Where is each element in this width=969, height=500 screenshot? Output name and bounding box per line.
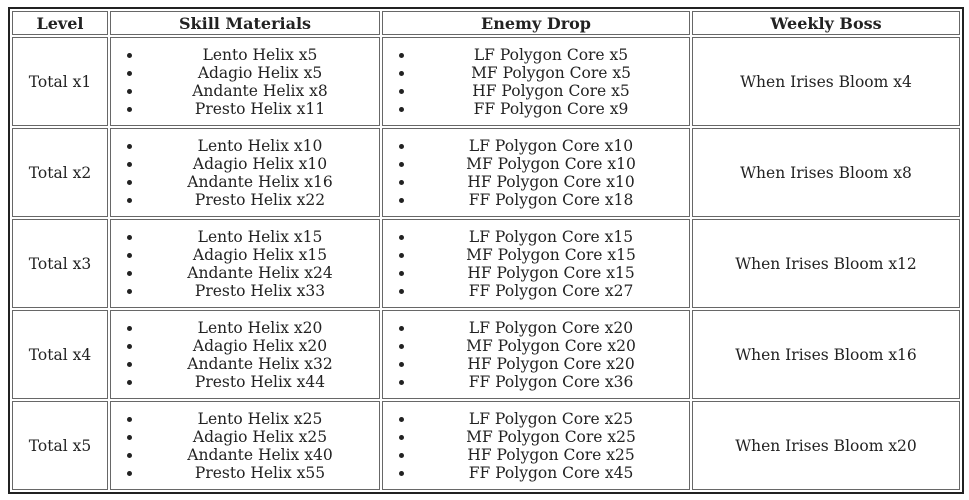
level-materials-table: Level Skill Materials Enemy Drop Weekly … bbox=[8, 7, 964, 494]
table-row: Total x2 Lento Helix x10 Adagio Helix x1… bbox=[12, 128, 960, 217]
skill-materials-cell: Lento Helix x15 Adagio Helix x15 Andante… bbox=[110, 219, 380, 308]
list-item: FF Polygon Core x45 bbox=[415, 464, 687, 482]
list-item: Presto Helix x11 bbox=[143, 100, 377, 118]
list-item: MF Polygon Core x10 bbox=[415, 155, 687, 173]
list-item: FF Polygon Core x18 bbox=[415, 191, 687, 209]
weekly-boss-cell: When Irises Bloom x12 bbox=[692, 219, 960, 308]
list-item: HF Polygon Core x25 bbox=[415, 446, 687, 464]
list-item: MF Polygon Core x15 bbox=[415, 246, 687, 264]
list-item: HF Polygon Core x15 bbox=[415, 264, 687, 282]
list-item: MF Polygon Core x25 bbox=[415, 428, 687, 446]
list-item: LF Polygon Core x15 bbox=[415, 228, 687, 246]
skill-materials-list: Lento Helix x15 Adagio Helix x15 Andante… bbox=[113, 228, 377, 300]
list-item: LF Polygon Core x20 bbox=[415, 319, 687, 337]
header-skill-materials: Skill Materials bbox=[110, 11, 380, 35]
list-item: FF Polygon Core x9 bbox=[415, 100, 687, 118]
list-item: LF Polygon Core x10 bbox=[415, 137, 687, 155]
weekly-boss-cell: When Irises Bloom x16 bbox=[692, 310, 960, 399]
list-item: MF Polygon Core x5 bbox=[415, 64, 687, 82]
table-row: Total x4 Lento Helix x20 Adagio Helix x2… bbox=[12, 310, 960, 399]
weekly-boss-cell: When Irises Bloom x4 bbox=[692, 37, 960, 126]
list-item: Adagio Helix x15 bbox=[143, 246, 377, 264]
weekly-boss-cell: When Irises Bloom x20 bbox=[692, 401, 960, 490]
list-item: LF Polygon Core x25 bbox=[415, 410, 687, 428]
list-item: Adagio Helix x10 bbox=[143, 155, 377, 173]
skill-materials-cell: Lento Helix x10 Adagio Helix x10 Andante… bbox=[110, 128, 380, 217]
list-item: Adagio Helix x20 bbox=[143, 337, 377, 355]
list-item: Adagio Helix x5 bbox=[143, 64, 377, 82]
enemy-drop-cell: LF Polygon Core x25 MF Polygon Core x25 … bbox=[382, 401, 690, 490]
list-item: LF Polygon Core x5 bbox=[415, 46, 687, 64]
skill-materials-list: Lento Helix x10 Adagio Helix x10 Andante… bbox=[113, 137, 377, 209]
list-item: HF Polygon Core x10 bbox=[415, 173, 687, 191]
list-item: Lento Helix x25 bbox=[143, 410, 377, 428]
skill-materials-cell: Lento Helix x5 Adagio Helix x5 Andante H… bbox=[110, 37, 380, 126]
skill-materials-cell: Lento Helix x25 Adagio Helix x25 Andante… bbox=[110, 401, 380, 490]
list-item: Presto Helix x33 bbox=[143, 282, 377, 300]
enemy-drop-cell: LF Polygon Core x5 MF Polygon Core x5 HF… bbox=[382, 37, 690, 126]
header-level: Level bbox=[12, 11, 108, 35]
table-row: Total x1 Lento Helix x5 Adagio Helix x5 … bbox=[12, 37, 960, 126]
level-cell: Total x5 bbox=[12, 401, 108, 490]
header-enemy-drop: Enemy Drop bbox=[382, 11, 690, 35]
enemy-drop-cell: LF Polygon Core x15 MF Polygon Core x15 … bbox=[382, 219, 690, 308]
skill-materials-list: Lento Helix x25 Adagio Helix x25 Andante… bbox=[113, 410, 377, 482]
enemy-drop-cell: LF Polygon Core x10 MF Polygon Core x10 … bbox=[382, 128, 690, 217]
list-item: Presto Helix x44 bbox=[143, 373, 377, 391]
skill-materials-list: Lento Helix x20 Adagio Helix x20 Andante… bbox=[113, 319, 377, 391]
enemy-drop-cell: LF Polygon Core x20 MF Polygon Core x20 … bbox=[382, 310, 690, 399]
level-cell: Total x4 bbox=[12, 310, 108, 399]
list-item: HF Polygon Core x20 bbox=[415, 355, 687, 373]
list-item: Presto Helix x22 bbox=[143, 191, 377, 209]
enemy-drop-list: LF Polygon Core x25 MF Polygon Core x25 … bbox=[385, 410, 687, 482]
enemy-drop-list: LF Polygon Core x15 MF Polygon Core x15 … bbox=[385, 228, 687, 300]
level-cell: Total x3 bbox=[12, 219, 108, 308]
level-cell: Total x1 bbox=[12, 37, 108, 126]
list-item: Lento Helix x5 bbox=[143, 46, 377, 64]
list-item: FF Polygon Core x36 bbox=[415, 373, 687, 391]
enemy-drop-list: LF Polygon Core x10 MF Polygon Core x10 … bbox=[385, 137, 687, 209]
level-cell: Total x2 bbox=[12, 128, 108, 217]
list-item: Lento Helix x10 bbox=[143, 137, 377, 155]
enemy-drop-list: LF Polygon Core x5 MF Polygon Core x5 HF… bbox=[385, 46, 687, 118]
list-item: Lento Helix x15 bbox=[143, 228, 377, 246]
list-item: Adagio Helix x25 bbox=[143, 428, 377, 446]
list-item: Andante Helix x16 bbox=[143, 173, 377, 191]
list-item: HF Polygon Core x5 bbox=[415, 82, 687, 100]
list-item: FF Polygon Core x27 bbox=[415, 282, 687, 300]
list-item: Andante Helix x40 bbox=[143, 446, 377, 464]
list-item: MF Polygon Core x20 bbox=[415, 337, 687, 355]
table-row: Total x5 Lento Helix x25 Adagio Helix x2… bbox=[12, 401, 960, 490]
weekly-boss-cell: When Irises Bloom x8 bbox=[692, 128, 960, 217]
skill-materials-cell: Lento Helix x20 Adagio Helix x20 Andante… bbox=[110, 310, 380, 399]
header-weekly-boss: Weekly Boss bbox=[692, 11, 960, 35]
table-header-row: Level Skill Materials Enemy Drop Weekly … bbox=[12, 11, 960, 35]
table-row: Total x3 Lento Helix x15 Adagio Helix x1… bbox=[12, 219, 960, 308]
enemy-drop-list: LF Polygon Core x20 MF Polygon Core x20 … bbox=[385, 319, 687, 391]
list-item: Presto Helix x55 bbox=[143, 464, 377, 482]
skill-materials-list: Lento Helix x5 Adagio Helix x5 Andante H… bbox=[113, 46, 377, 118]
list-item: Lento Helix x20 bbox=[143, 319, 377, 337]
list-item: Andante Helix x24 bbox=[143, 264, 377, 282]
list-item: Andante Helix x8 bbox=[143, 82, 377, 100]
list-item: Andante Helix x32 bbox=[143, 355, 377, 373]
